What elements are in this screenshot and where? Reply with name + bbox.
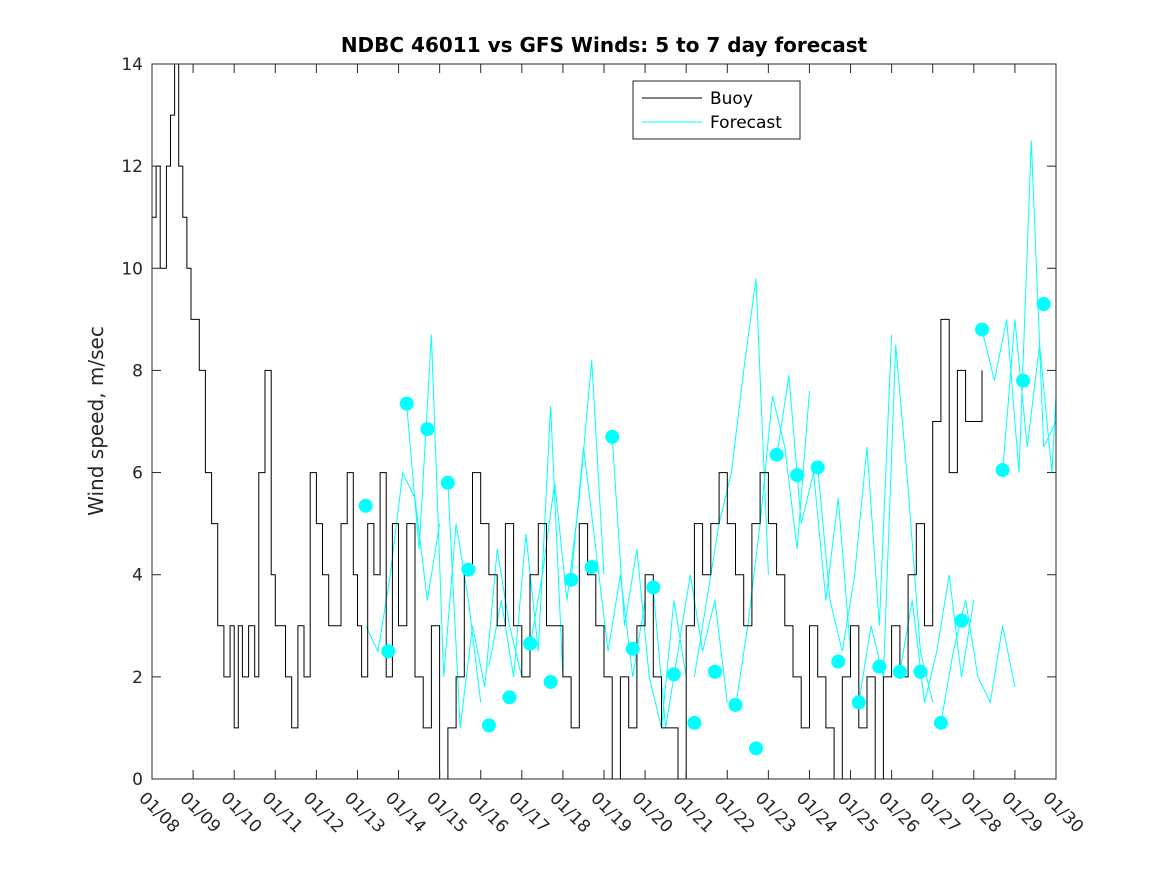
y-tick-label: 6: [132, 464, 143, 484]
forecast-marker: [523, 636, 538, 651]
legend-box: [632, 80, 801, 140]
forecast-line: [817, 334, 893, 652]
forecast-line: [406, 334, 482, 703]
forecast-marker: [399, 396, 414, 411]
y-axis-label: Wind speed, m/sec: [84, 326, 108, 516]
forecast-marker: [749, 741, 764, 756]
forecast-line: [570, 446, 646, 677]
y-tick-label: 2: [132, 668, 143, 688]
forecast-marker: [769, 447, 784, 462]
forecast-marker: [440, 475, 455, 490]
forecast-marker: [933, 715, 948, 730]
y-tick-label: 12: [121, 157, 143, 177]
forecast-marker: [381, 644, 396, 659]
y-axis: 0 2 4 6 8 10 12 14: [121, 55, 1056, 790]
forecast-marker: [810, 460, 825, 475]
forecast-line: [899, 574, 975, 703]
y-tick-label: 14: [121, 55, 143, 75]
y-tick-label: 10: [121, 259, 143, 279]
forecast-marker: [625, 641, 640, 656]
forecast-marker: [1036, 297, 1051, 312]
forecast-line: [693, 278, 769, 677]
legend: Buoy Forecast: [632, 80, 801, 140]
forecast-line: [365, 470, 441, 653]
forecast-marker: [584, 560, 599, 575]
forecast-marker: [646, 580, 661, 595]
forecast-lines: [365, 140, 1057, 729]
forecast-line: [611, 436, 687, 729]
forecast-line: [447, 482, 523, 728]
forecast-line: [858, 344, 934, 703]
forecast-marker: [954, 613, 969, 628]
forecast-marker: [892, 664, 907, 679]
forecast-marker: [605, 429, 620, 444]
forecast-marker: [502, 690, 517, 705]
forecast-marker: [975, 322, 990, 337]
forecast-marker: [564, 572, 579, 587]
forecast-line: [1002, 319, 1057, 473]
forecast-marker: [728, 697, 743, 712]
forecast-marker: [831, 654, 846, 669]
forecast-marker: [851, 695, 866, 710]
legend-buoy-label: Buoy: [710, 89, 753, 109]
y-tick-label: 8: [132, 361, 143, 381]
forecast-marker: [707, 664, 722, 679]
legend-forecast-label: Forecast: [710, 113, 782, 133]
forecast-line: [529, 360, 605, 647]
forecast-marker: [872, 659, 887, 674]
forecast-markers: [358, 297, 1051, 756]
forecast-marker: [358, 498, 373, 513]
forecast-marker: [1016, 373, 1031, 388]
chart-title: NDBC 46011 vs GFS Winds: 5 to 7 day fore…: [341, 33, 868, 57]
forecast-marker: [461, 562, 476, 577]
forecast-marker: [543, 674, 558, 689]
forecast-marker: [420, 422, 435, 437]
forecast-marker: [481, 718, 496, 733]
forecast-marker: [666, 667, 681, 682]
forecast-marker: [995, 463, 1010, 478]
forecast-marker: [790, 468, 805, 483]
forecast-marker: [913, 664, 928, 679]
forecast-line: [981, 140, 1057, 473]
buoy-series: [152, 63, 983, 780]
y-tick-label: 0: [132, 770, 143, 790]
forecast-line: [488, 406, 564, 677]
y-tick-label: 4: [132, 566, 143, 586]
forecast-line: [940, 600, 1016, 723]
forecast-marker: [687, 715, 702, 730]
buoy-line: [152, 63, 983, 780]
